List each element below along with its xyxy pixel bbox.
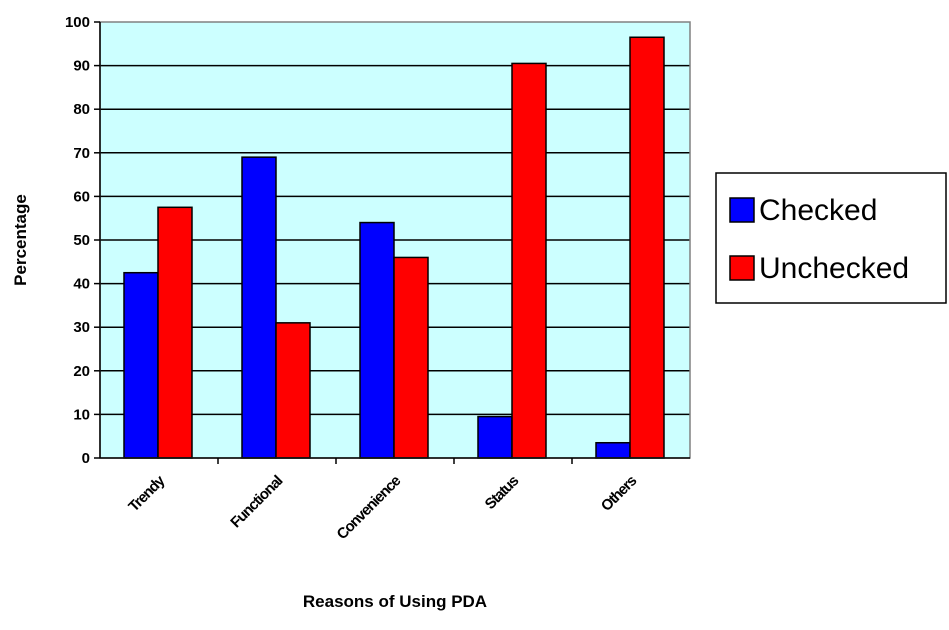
y-tick-labels: 0 10 20 30 40 50 60 70 80 90 100 — [65, 14, 90, 467]
y-tick-label: 20 — [73, 363, 90, 380]
bar-unchecked-others — [629, 36, 665, 459]
y-tick-label: 70 — [73, 145, 90, 162]
y-axis-title: Percentage — [11, 194, 30, 286]
bar-unchecked-convenience — [393, 256, 429, 459]
legend-swatch-checked — [729, 197, 755, 223]
legend: Checked Unchecked — [715, 172, 947, 304]
x-tick-labels: Trendy Functional Convenience Status Others — [125, 472, 640, 543]
bar-unchecked-trendy — [157, 206, 193, 459]
legend-label-unchecked: Unchecked — [759, 252, 909, 285]
bar-unchecked-status — [511, 62, 547, 459]
y-tick-label: 50 — [73, 232, 90, 249]
x-tick-label: Status — [482, 472, 523, 513]
axes — [94, 21, 690, 464]
legend-label-checked: Checked — [759, 194, 877, 227]
y-tick-label: 40 — [73, 276, 90, 293]
bar-checked-convenience — [359, 221, 395, 459]
y-tick-label: 90 — [73, 58, 90, 75]
x-tick-label: Functional — [227, 472, 286, 531]
y-tick-label: 60 — [73, 188, 90, 205]
legend-box — [715, 172, 947, 304]
bar-checked-status — [477, 415, 513, 459]
x-tick-label: Convenience — [334, 472, 405, 543]
y-tick-label: 30 — [73, 319, 90, 336]
x-tick-label: Trendy — [125, 472, 169, 516]
bar-checked-others — [595, 441, 631, 459]
legend-swatch-unchecked — [729, 255, 755, 281]
y-tick-label: 0 — [82, 450, 90, 467]
x-tick-label: Others — [598, 472, 640, 514]
y-tick-label: 80 — [73, 101, 90, 118]
y-tick-label: 10 — [73, 406, 90, 423]
bar-unchecked-functional — [275, 322, 311, 459]
y-tick-label: 100 — [65, 14, 90, 31]
bar-checked-trendy — [123, 271, 159, 459]
bars — [123, 36, 665, 459]
bar-checked-functional — [241, 156, 277, 459]
x-axis-title: Reasons of Using PDA — [303, 592, 487, 611]
